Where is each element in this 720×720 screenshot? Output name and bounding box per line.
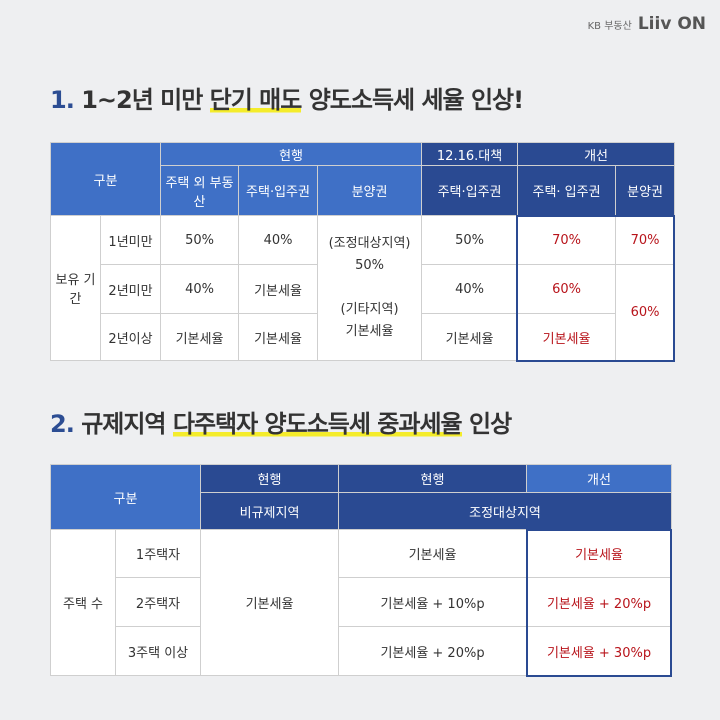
t1-presale-merged: (조정대상지역) 50% (기타지역) 기본세율 (317, 215, 423, 361)
t2-row-label: 3주택 이상 (114, 626, 202, 676)
t1-header-policy: 12.16.대책 (421, 142, 519, 166)
t1-cell: 50% (160, 215, 240, 265)
t1-row-label: 2년미만 (99, 264, 162, 314)
section1-title-post: 양도소득세 세율 인상! (308, 86, 524, 114)
t2-header-category: 구분 (49, 464, 202, 530)
brand-logo: KB 부동산 Liiv ON (588, 14, 706, 34)
section2-title-post: 인상 (469, 410, 512, 438)
section2-number: 2. (50, 410, 75, 438)
t2-header-non-regulated: 비규제지역 (200, 492, 340, 530)
t1-improve-cell: 70% (517, 215, 617, 265)
presale-adjusted-label: (조정대상지역) (328, 236, 411, 251)
t1-header-improve: 개선 (517, 142, 676, 166)
presale-other-value: 기본세율 (345, 324, 394, 339)
t1-cell: 40% (238, 215, 319, 265)
section1-title-highlight: 단기 매도 (209, 86, 302, 114)
t2-row-label: 2주택자 (114, 577, 202, 627)
t1-cell: 기본세율 (421, 313, 519, 361)
t1-cell: 기본세율 (160, 313, 240, 361)
t1-header-current: 현행 (160, 142, 423, 166)
t1-improve-cell: 기본세율 (517, 313, 617, 361)
t2-current-cell: 기본세율 + 20%p (338, 626, 528, 676)
t2-header-adjusted: 조정대상지역 (338, 492, 673, 530)
section1-number: 1. (50, 86, 75, 114)
t1-cell: 기본세율 (238, 264, 319, 314)
liiv-on-logo: Liiv ON (637, 14, 706, 34)
multi-house-tax-table: 구분 현행 현행 개선 비규제지역 조정대상지역 주택 수 1주택자 기본세율 … (49, 464, 673, 676)
t1-header-policy-sub: 주택·입주권 (421, 165, 519, 216)
t2-header-current-b: 현행 (338, 464, 528, 493)
t2-improve-cell: 기본세율 + 30%p (526, 626, 673, 676)
t2-header-improve: 개선 (526, 464, 673, 493)
t1-header-house-excluded: 주택 외 부동산 (160, 165, 240, 216)
t1-improve-presale-merged: 60% (615, 264, 676, 361)
t1-cell: 기본세율 (238, 313, 319, 361)
t2-current-cell: 기본세율 (338, 529, 528, 578)
t1-header-house-right: 주택·입주권 (238, 165, 319, 216)
t1-improve-cell: 60% (517, 264, 617, 314)
t1-header-improve-presale: 분양권 (615, 165, 676, 216)
section2-heading: 2. 규제지역 다주택자 양도소득세 중과세율 인상 (50, 404, 512, 439)
section2-title-pre: 규제지역 (81, 410, 166, 438)
t1-row-label: 2년이상 (99, 313, 162, 361)
presale-adjusted-value: 50% (355, 258, 384, 273)
t2-improve-cell: 기본세율 + 20%p (526, 577, 673, 627)
section2-title-highlight: 다주택자 양도소득세 중과세율 (172, 410, 463, 438)
t2-non-regulated-merged: 기본세율 (200, 529, 340, 676)
t2-current-cell: 기본세율 + 10%p (338, 577, 528, 627)
t1-cell: 40% (421, 264, 519, 314)
t1-cell: 50% (421, 215, 519, 265)
t1-row-group: 보유 기간 (50, 215, 101, 361)
t2-header-current-a: 현행 (200, 464, 340, 493)
t1-header-improve-house: 주택· 입주권 (517, 165, 617, 216)
section1-heading: 1. 1~2년 미만 단기 매도 양도소득세 세율 인상! (50, 80, 524, 115)
t2-row-group: 주택 수 (50, 529, 116, 676)
kb-label: KB 부동산 (587, 20, 632, 32)
t1-header-presale: 분양권 (317, 165, 423, 216)
section1-title-pre: 1~2년 미만 (81, 86, 203, 114)
holding-period-tax-table: 구분 현행 12.16.대책 개선 주택 외 부동산 주택·입주권 분양권 주택… (49, 142, 676, 361)
t1-cell: 40% (160, 264, 240, 314)
t2-row-label: 1주택자 (114, 529, 202, 578)
t1-header-category: 구분 (49, 142, 162, 216)
t1-improve-cell: 70% (615, 215, 676, 265)
t1-row-label: 1년미만 (99, 215, 162, 265)
presale-other-label: (기타지역) (340, 302, 399, 317)
t2-improve-cell: 기본세율 (526, 529, 673, 578)
